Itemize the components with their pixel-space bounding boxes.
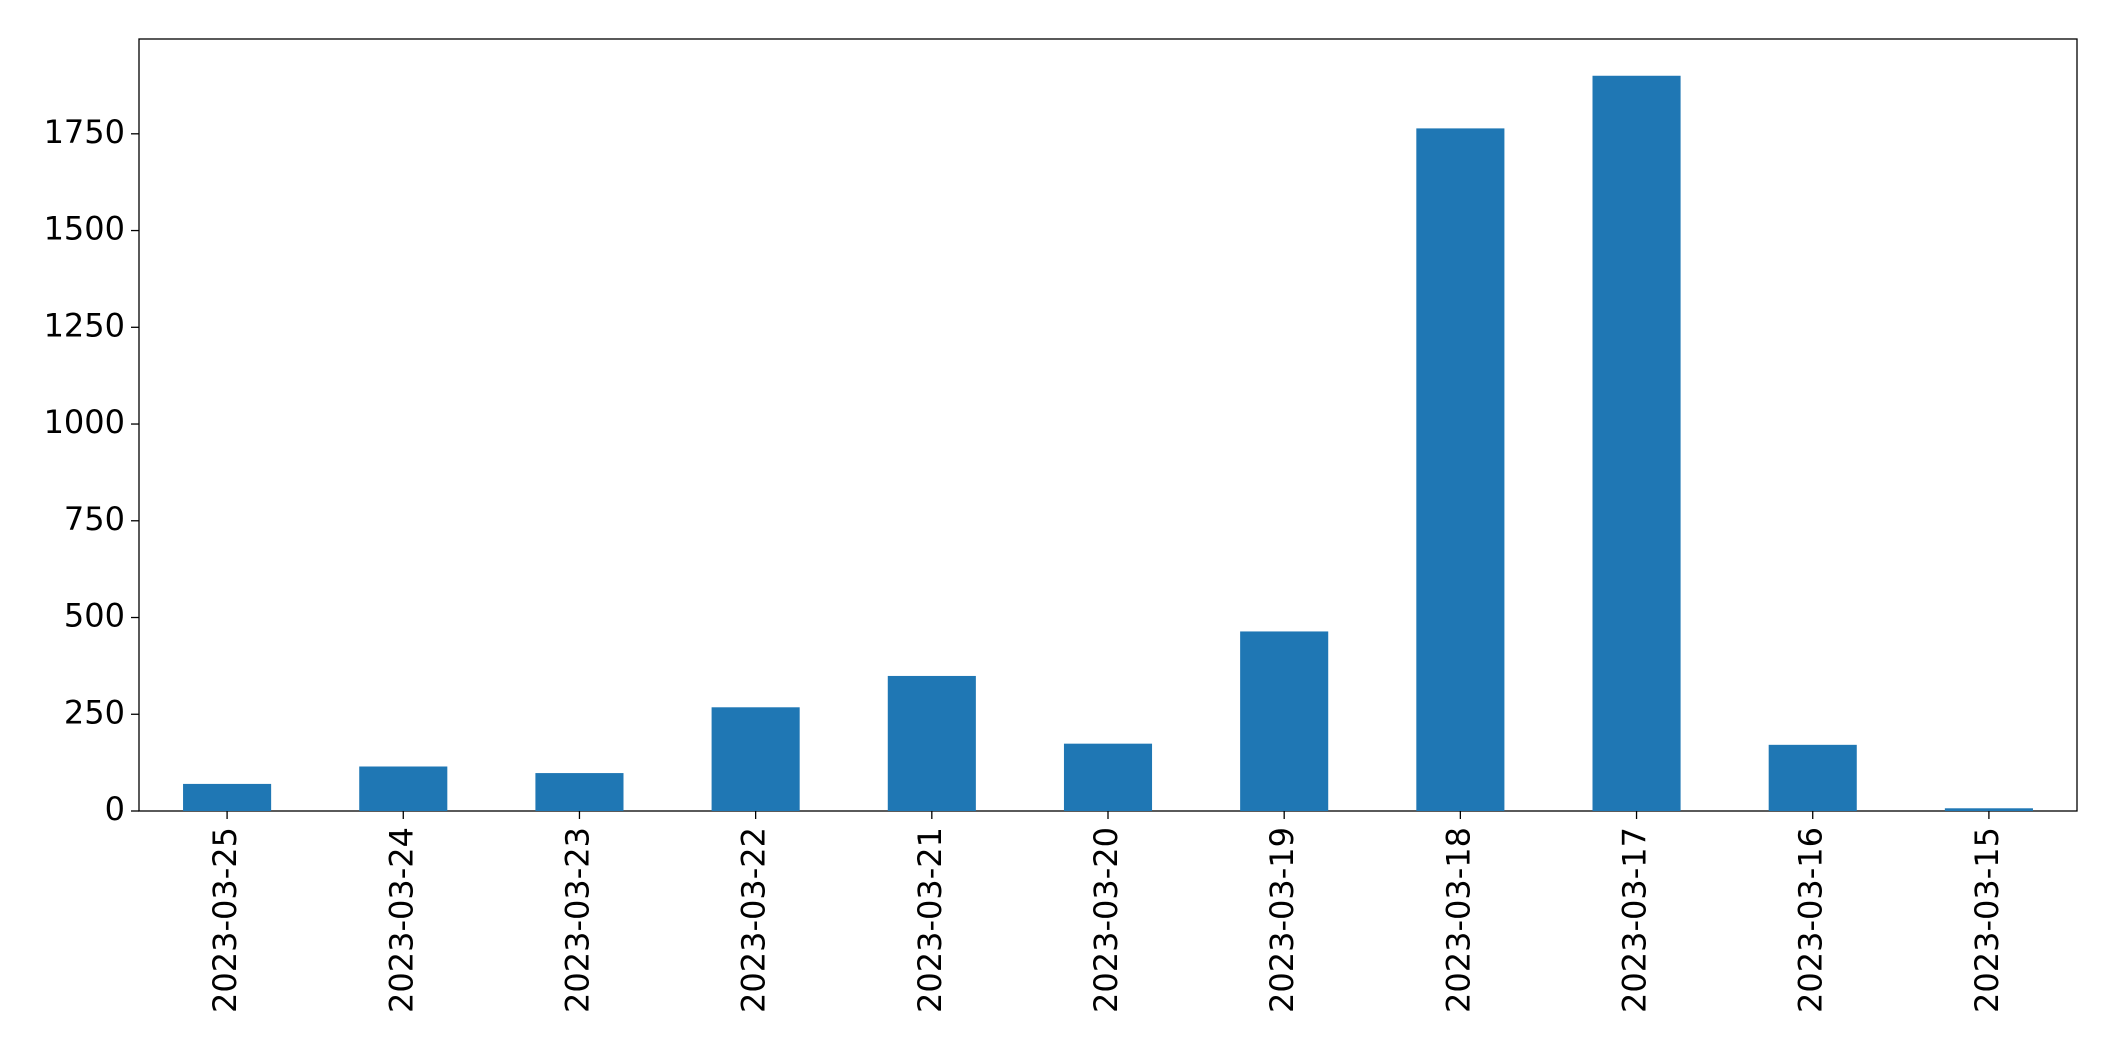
bar (887, 675, 976, 811)
y-tick-label: 0 (105, 790, 125, 828)
bar (1416, 128, 1505, 812)
bar (1768, 744, 1857, 811)
x-tick-label: 2023-03-23 (558, 827, 596, 1013)
bar (183, 783, 272, 811)
bar (1944, 808, 2033, 811)
x-tick-label: 2023-03-15 (1968, 827, 2006, 1013)
y-tick-label: 1500 (44, 210, 125, 248)
x-tick-label: 2023-03-20 (1087, 827, 1125, 1013)
bar (535, 773, 624, 811)
bar (359, 766, 448, 811)
y-tick-label: 1250 (44, 306, 125, 344)
x-tick-label: 2023-03-21 (911, 827, 949, 1013)
x-tick-label: 2023-03-19 (1263, 827, 1301, 1013)
bar (1592, 75, 1681, 811)
y-tick-label: 1000 (44, 403, 125, 441)
y-tick-label: 750 (64, 500, 125, 538)
x-tick-label: 2023-03-18 (1439, 827, 1477, 1013)
y-tick-label: 500 (64, 597, 125, 635)
plot-frame (138, 38, 2078, 812)
y-tick-label: 1750 (44, 113, 125, 151)
bar (711, 707, 800, 811)
x-tick-label: 2023-03-17 (1616, 827, 1654, 1013)
x-tick-label: 2023-03-16 (1792, 827, 1830, 1013)
bar (1063, 743, 1153, 811)
x-tick-label: 2023-03-22 (735, 827, 773, 1013)
x-tick-label: 2023-03-24 (382, 827, 420, 1013)
bar (1240, 631, 1329, 811)
x-tick-label: 2023-03-25 (206, 827, 244, 1013)
y-tick-label: 250 (64, 693, 125, 731)
